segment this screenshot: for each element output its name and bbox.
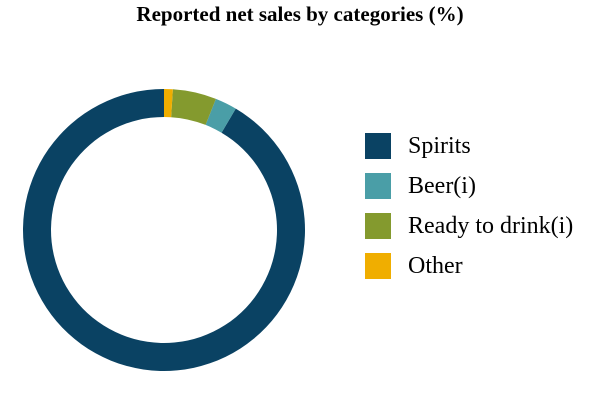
legend-item-spirits: Spirits [365,126,573,166]
slice-ready-to-drink [171,89,216,125]
legend-item-beer: Beer(i) [365,166,573,206]
legend-swatch [365,213,391,239]
legend-item-ready-to-drink: Ready to drink(i) [365,206,573,246]
slice-beer [205,98,236,133]
legend-label: Ready to drink(i) [408,212,574,239]
legend-item-other: Other [365,246,573,286]
legend: Spirits Beer(i) Ready to drink(i) Other [365,126,573,286]
slice-spirits [22,89,305,371]
legend-swatch [365,133,391,159]
legend-swatch [365,173,391,199]
legend-label: Other [408,252,463,279]
legend-label: Spirits [408,132,471,159]
legend-label: Beer(i) [408,172,476,199]
slice-other [164,89,173,118]
chart-title: Reported net sales by categories (%) [136,2,464,26]
legend-swatch [365,253,391,279]
